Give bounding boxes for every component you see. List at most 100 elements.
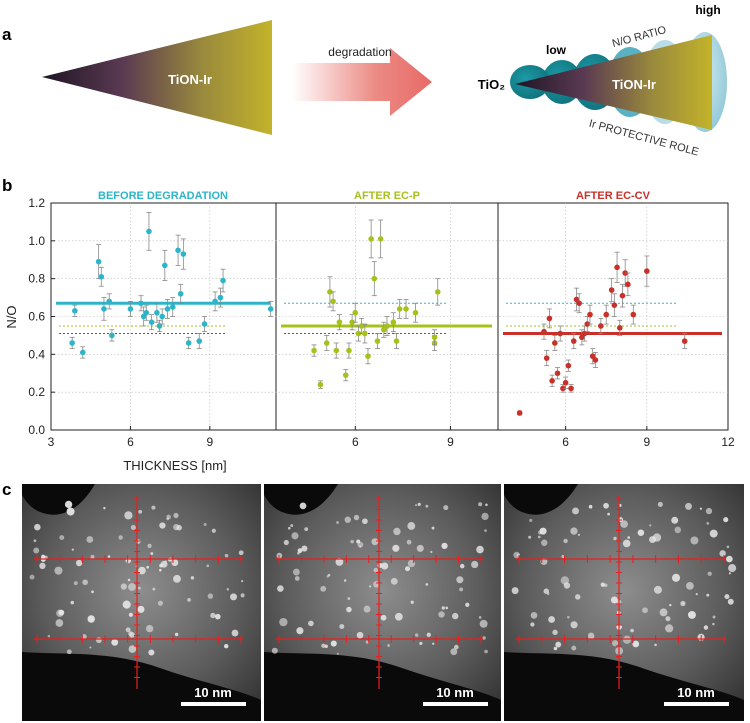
point-marker bbox=[196, 338, 203, 344]
nanoparticle-dot bbox=[484, 529, 487, 533]
nanoparticle-dot bbox=[66, 649, 72, 655]
nanoparticle-dot bbox=[288, 526, 291, 530]
point-marker bbox=[412, 309, 419, 316]
data-point bbox=[185, 336, 192, 350]
nanoparticle-dot bbox=[29, 574, 35, 580]
nanoparticle-dot bbox=[529, 518, 533, 523]
nanoparticle-dot bbox=[308, 620, 314, 627]
nanoparticle-dot bbox=[301, 545, 308, 552]
data-point bbox=[330, 291, 336, 312]
point-marker bbox=[148, 319, 155, 325]
nanoparticle-dot bbox=[705, 507, 713, 515]
nanoparticle-dot bbox=[665, 624, 674, 633]
data-point bbox=[552, 335, 558, 351]
point-marker bbox=[169, 304, 176, 310]
nanoparticle-dot bbox=[291, 532, 299, 540]
point-marker bbox=[327, 289, 333, 295]
nanoparticle-dot bbox=[642, 607, 648, 614]
point-marker bbox=[101, 306, 107, 312]
x-tick-label: 6 bbox=[562, 435, 569, 449]
nanoparticle-dot bbox=[570, 527, 578, 535]
nanoparticle-dot bbox=[90, 554, 95, 559]
nanoparticle-dot bbox=[206, 564, 210, 568]
data-point bbox=[109, 329, 115, 342]
data-point bbox=[175, 234, 181, 266]
nanoparticle-dot bbox=[405, 566, 410, 572]
nanoparticle-dot bbox=[157, 600, 164, 606]
nanoparticle-dot bbox=[555, 641, 562, 648]
point-marker bbox=[98, 273, 105, 280]
point-marker bbox=[393, 338, 400, 344]
point-marker bbox=[576, 300, 582, 307]
nanoparticle-dot bbox=[561, 554, 565, 559]
nanoparticle-dot bbox=[632, 640, 640, 648]
point-marker bbox=[336, 319, 343, 325]
point-marker bbox=[616, 325, 623, 331]
data-point bbox=[546, 308, 553, 329]
nanoparticle-dot bbox=[33, 539, 37, 543]
nanoparticle-dot bbox=[103, 506, 106, 510]
point-marker bbox=[138, 300, 144, 307]
nanoparticle-dot bbox=[539, 527, 547, 535]
point-marker bbox=[156, 323, 163, 329]
point-marker bbox=[154, 309, 160, 316]
data-point bbox=[581, 325, 588, 342]
point-marker bbox=[611, 302, 618, 308]
tion-ir-wedge-left bbox=[42, 20, 272, 135]
nanoparticle-dot bbox=[71, 548, 74, 551]
point-marker bbox=[109, 332, 115, 339]
wedge-left-text: TiON-Ir bbox=[168, 72, 212, 87]
point-marker bbox=[368, 236, 374, 242]
point-marker bbox=[549, 378, 555, 384]
y-tick-label: 0.2 bbox=[28, 385, 45, 399]
point-marker bbox=[95, 258, 102, 265]
nanoparticle-dot bbox=[456, 576, 464, 584]
data-point bbox=[598, 317, 604, 334]
data-point bbox=[516, 410, 523, 416]
data-point bbox=[267, 300, 274, 317]
data-point bbox=[619, 283, 626, 308]
point-marker bbox=[608, 287, 615, 293]
nanoparticle-dot bbox=[343, 579, 347, 582]
nanoparticle-dot bbox=[296, 627, 304, 635]
data-point bbox=[72, 304, 78, 317]
nanoparticle-dot bbox=[410, 600, 414, 604]
nanoparticle-dot bbox=[723, 517, 729, 523]
data-point bbox=[573, 287, 580, 312]
data-point bbox=[177, 283, 184, 304]
nanoparticle-dot bbox=[238, 550, 244, 556]
data-point bbox=[164, 299, 171, 319]
data-point bbox=[127, 300, 134, 317]
nanoparticle-dot bbox=[380, 614, 387, 621]
point-marker bbox=[381, 326, 387, 333]
nanoparticle-dot bbox=[669, 603, 672, 607]
x-tick-label: 9 bbox=[447, 435, 454, 449]
tio2-text: TiO₂ bbox=[478, 77, 505, 92]
point-marker bbox=[159, 313, 165, 320]
nanoparticle-dot bbox=[393, 527, 401, 536]
nanoparticle-dot bbox=[67, 508, 71, 511]
nanoparticle-dot bbox=[671, 516, 679, 524]
data-point bbox=[549, 374, 555, 387]
data-point bbox=[169, 297, 176, 317]
nanoparticles bbox=[29, 500, 737, 656]
data-point bbox=[562, 376, 569, 389]
y-tick-label: 0.0 bbox=[28, 423, 45, 437]
data-point bbox=[584, 316, 591, 333]
nanoparticle-dot bbox=[166, 517, 169, 521]
data-point bbox=[98, 266, 105, 287]
data-point bbox=[434, 278, 441, 306]
point-marker bbox=[630, 311, 637, 318]
nanoparticle-dot bbox=[203, 522, 207, 527]
nanoparticle-dot bbox=[34, 523, 41, 531]
point-marker bbox=[570, 338, 577, 344]
panel-title-eccv: AFTER EC-CV bbox=[576, 190, 651, 202]
nanoparticle-dot bbox=[484, 649, 488, 654]
scale-bar-1: 10 nm bbox=[181, 685, 246, 706]
nanoparticle-dot bbox=[726, 545, 730, 549]
nanoparticle-dot bbox=[671, 573, 681, 582]
nanoparticle-dot bbox=[158, 568, 162, 572]
nanoparticle-dot bbox=[173, 523, 180, 531]
point-marker bbox=[352, 309, 359, 316]
scale-bar-text-1: 10 nm bbox=[194, 685, 232, 700]
